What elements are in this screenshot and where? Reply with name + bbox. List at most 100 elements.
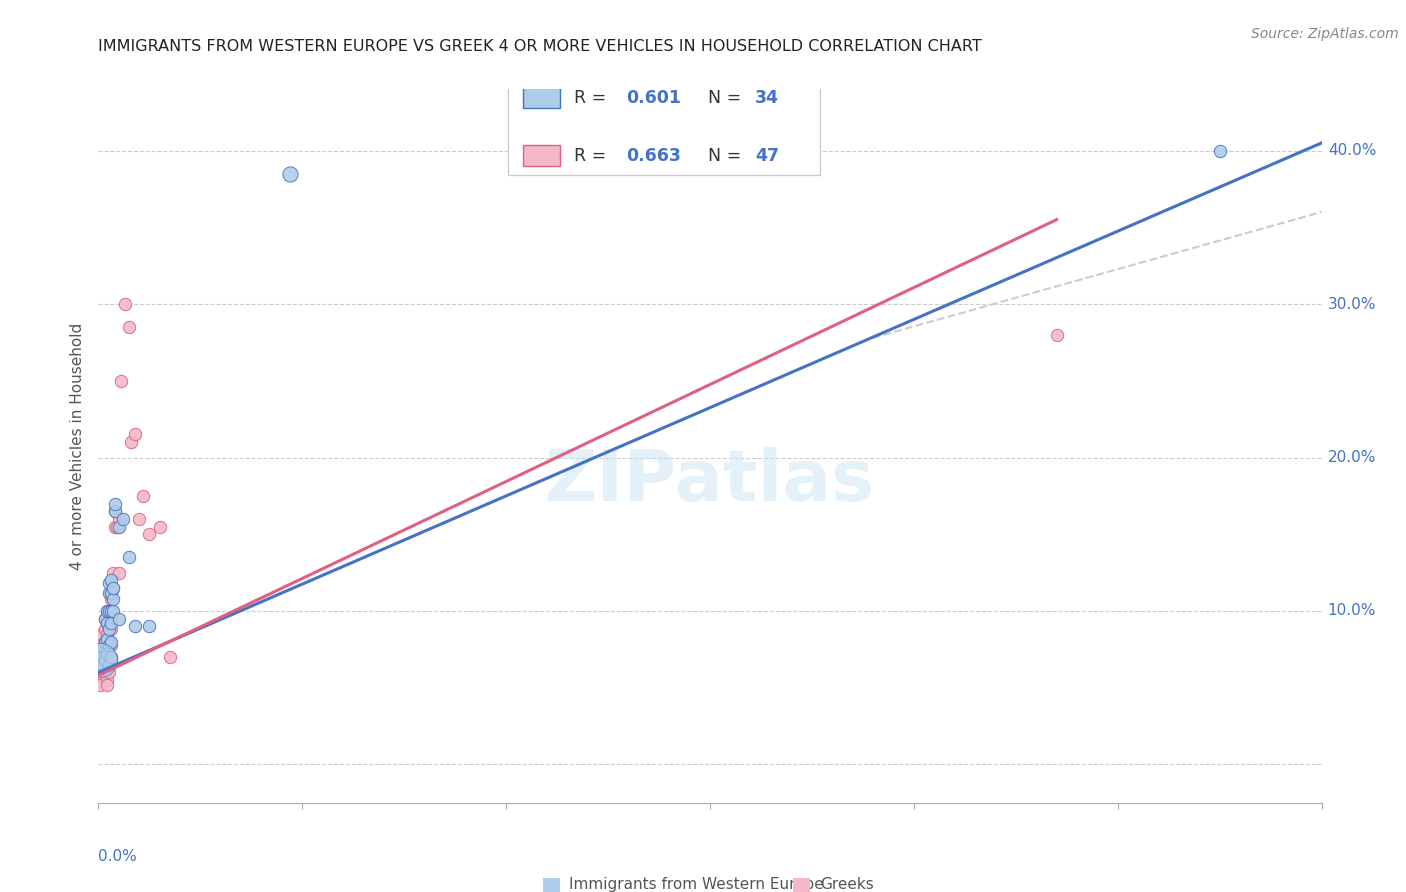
Point [91,647,114,661]
Point [89,678,111,692]
Point [108,612,131,626]
Point [104,497,127,511]
Text: 20.0%: 20.0% [1327,450,1376,465]
Point [93,612,115,626]
Point [138,527,160,541]
Point [101,591,124,606]
Point [96,632,118,646]
Point [105,519,128,533]
Point [96,678,118,692]
Text: 10.0%: 10.0% [1327,604,1376,618]
Point [104,504,127,518]
Point [118,550,141,565]
Point [100,634,122,648]
Point [100,653,122,667]
Text: Immigrants from Western Europe: Immigrants from Western Europe [569,878,824,892]
FancyBboxPatch shape [508,78,820,175]
Point [91,662,114,676]
Text: R =: R = [574,89,612,107]
Point [89,668,111,682]
Text: 47: 47 [755,146,779,164]
Point [97,604,120,618]
Point [96,616,118,631]
Point [97,576,120,591]
Point [108,519,131,533]
Point [89,653,111,667]
Point [96,604,118,618]
Point [97,657,120,672]
Point [93,623,115,637]
Point [97,650,120,665]
Point [93,634,115,648]
Point [97,604,120,618]
Point [96,642,118,657]
Point [104,504,127,518]
Text: N =: N = [696,89,747,107]
Point [93,634,115,648]
Point [97,619,120,633]
Point [96,647,118,661]
Point [111,512,134,526]
Point [1045,327,1069,342]
Point [91,638,114,652]
Point [138,619,160,633]
Point [108,566,131,580]
Text: 0.663: 0.663 [626,146,681,164]
Text: 40.0%: 40.0% [1327,143,1376,158]
Text: R =: R = [574,146,612,164]
Text: N =: N = [696,146,747,164]
Point [128,512,150,526]
Point [96,657,118,672]
Point [93,612,115,626]
Point [93,665,115,680]
Text: Source: ZipAtlas.com: Source: ZipAtlas.com [1251,27,1399,41]
Point [159,650,181,665]
Point [89,642,111,657]
Point [91,650,114,665]
Text: ■: ■ [792,875,813,892]
Point [97,665,120,680]
Point [124,619,146,633]
Point [97,623,120,637]
Point [100,574,122,588]
Point [93,650,115,665]
Point [100,607,122,621]
Point [100,638,122,652]
Point [104,519,127,533]
Point [100,616,122,631]
Point [100,650,122,665]
Point [118,320,141,334]
Point [101,604,124,618]
Point [96,673,118,687]
Point [124,427,146,442]
Text: Greeks: Greeks [820,878,875,892]
Point [96,616,118,631]
Point [89,653,111,667]
Point [91,627,114,641]
Point [101,581,124,595]
Point [114,297,136,311]
Point [101,581,124,595]
Point [96,604,118,618]
Point [110,374,132,388]
Text: 0.601: 0.601 [626,89,681,107]
Point [278,167,301,181]
FancyBboxPatch shape [523,145,560,166]
Point [120,435,142,450]
Point [100,623,122,637]
Point [108,512,131,526]
Point [132,489,155,503]
Text: ■: ■ [540,875,561,892]
Point [100,604,122,618]
Text: ZIPatlas: ZIPatlas [546,447,875,516]
Text: 34: 34 [755,89,779,107]
Text: 0.0%: 0.0% [98,849,138,864]
Y-axis label: 4 or more Vehicles in Household: 4 or more Vehicles in Household [70,322,86,570]
Point [1209,144,1232,158]
Point [100,585,122,599]
Point [149,519,172,533]
Point [97,638,120,652]
Text: IMMIGRANTS FROM WESTERN EUROPE VS GREEK 4 OR MORE VEHICLES IN HOUSEHOLD CORRELAT: IMMIGRANTS FROM WESTERN EUROPE VS GREEK … [98,38,983,54]
FancyBboxPatch shape [523,87,560,109]
Text: 30.0%: 30.0% [1327,296,1376,311]
